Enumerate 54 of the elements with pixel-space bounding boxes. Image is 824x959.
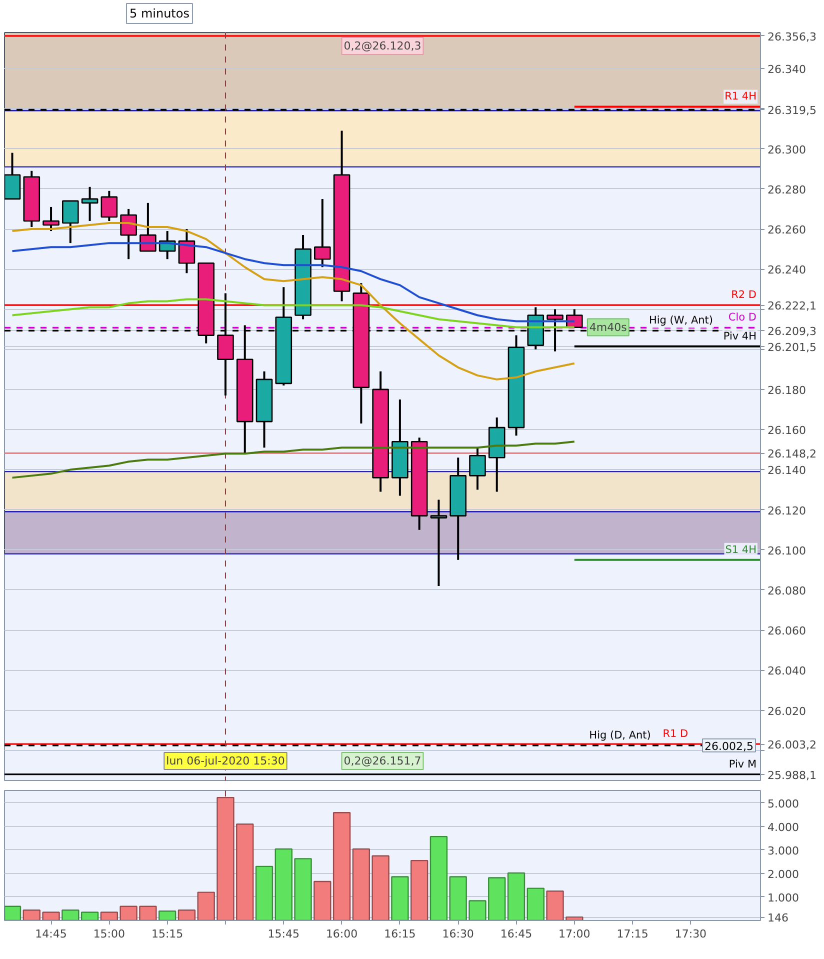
ref-line-label: lun 06-jul-2020 15:30 — [166, 754, 285, 768]
y-tick-label: 26.003,2 — [768, 738, 816, 752]
annotation: 26.002,5 — [704, 740, 754, 753]
y-tick-label: 5.000 — [768, 797, 799, 810]
y-tick-label: 26.356,3 — [768, 30, 816, 44]
y-tick-label: 26.240 — [768, 264, 806, 277]
y-tick-label: 26.209,3 — [768, 325, 816, 338]
y-tick-label: 2.000 — [768, 868, 799, 881]
annotation: 0,2@26.120,3 — [344, 40, 422, 52]
annotation: 4m40s — [589, 320, 628, 334]
y-tick-label: 26.140 — [768, 464, 806, 478]
y-tick-label: 4.000 — [768, 820, 799, 834]
y-tick-label: 26.260 — [768, 224, 806, 237]
y-tick-label: 26.340 — [768, 63, 806, 76]
y-tick-label: 26.080 — [768, 584, 806, 598]
series-label: R1 4H — [724, 90, 756, 103]
y-tick-label: 26.201,5 — [768, 340, 816, 354]
y-tick-label: 26.120 — [768, 504, 806, 518]
ref-line-label: R1 D — [662, 728, 688, 740]
y-tick-label: 26.020 — [768, 704, 806, 718]
x-tick-label: 16:30 — [442, 928, 474, 940]
annotation: 0,2@26.151,7 — [344, 754, 422, 768]
y-tick-label: 26.160 — [768, 424, 806, 438]
ref-line-label: Clo D — [728, 312, 757, 324]
y-tick-label: 26.300 — [768, 143, 806, 156]
ref-line-label: Piv M — [728, 758, 757, 770]
x-tick-label: 16:00 — [326, 928, 358, 940]
x-tick-label: 16:45 — [500, 928, 532, 940]
ref-line-label: Hig (W, Ant) — [648, 314, 714, 327]
x-tick-label: 15:15 — [151, 928, 184, 940]
x-tick-label: 17:15 — [616, 928, 648, 940]
y-tick-label: 26.222,1 — [768, 300, 816, 313]
y-tick-label: 26.040 — [768, 664, 806, 678]
ref-line-label: R2 D — [731, 289, 757, 302]
x-tick-label: 17:30 — [674, 928, 707, 940]
chart-title: 5 minutos — [130, 6, 190, 20]
x-tick-label: 16:15 — [384, 928, 416, 940]
y-tick-label: 26.319,5 — [768, 104, 816, 118]
series-label: Piv 4H — [723, 330, 757, 342]
y-tick-label: 1.000 — [768, 891, 799, 904]
y-tick-label: 3.000 — [768, 844, 799, 858]
x-tick-label: 15:45 — [268, 928, 300, 940]
x-tick-label: 15:00 — [93, 928, 126, 940]
y-tick-label: 26.148,2 — [768, 448, 816, 461]
y-tick-label: 26.180 — [768, 384, 806, 397]
ref-line-label: Hig (D, Ant) — [589, 729, 651, 742]
x-tick-label: 14:45 — [35, 928, 67, 940]
series-label: S1 4H — [725, 544, 757, 556]
y-tick-label: 25.988,1 — [768, 768, 816, 782]
y-tick-label: 146 — [768, 912, 788, 925]
y-tick-label: 26.060 — [768, 624, 806, 638]
y-tick-label: 26.280 — [768, 183, 806, 196]
y-tick-label: 26.100 — [768, 544, 806, 558]
x-tick-label: 17:00 — [558, 928, 590, 940]
